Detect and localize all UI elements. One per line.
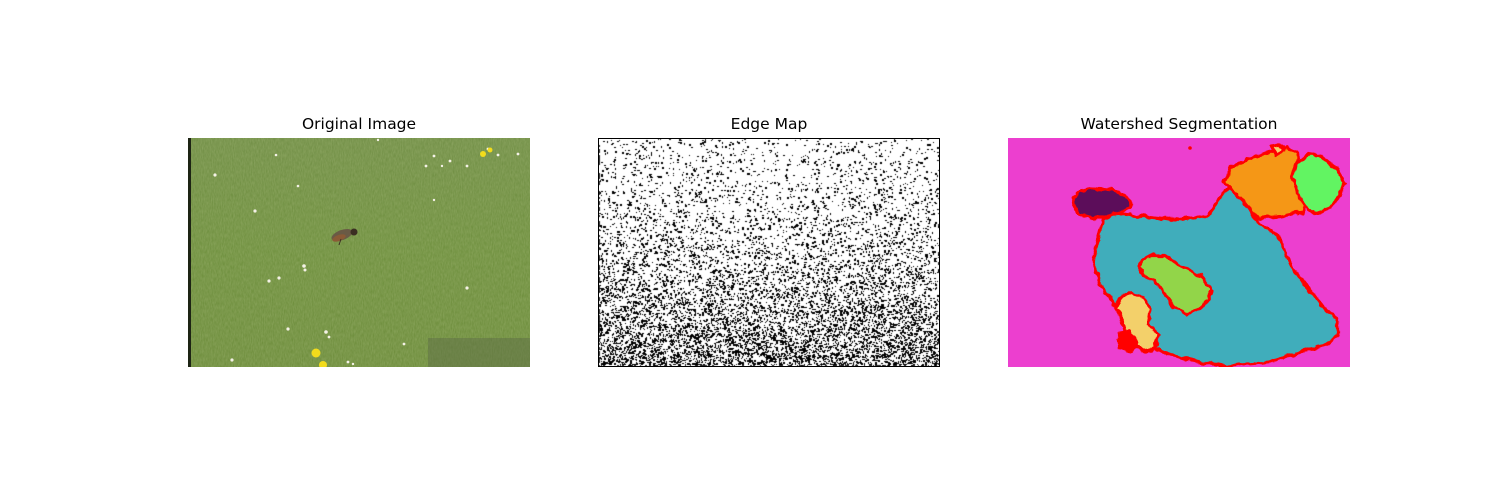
segment-green	[1290, 152, 1346, 216]
segment-purple	[1070, 186, 1134, 220]
segment-lime	[1136, 254, 1214, 316]
original-image-title: Original Image	[301, 115, 417, 133]
dark-edge	[188, 138, 191, 367]
flowers	[213, 138, 520, 366]
segment-dot	[1188, 146, 1192, 150]
watershed-panel: Watershed Segmentation	[1008, 115, 1350, 367]
original-image-panel: Original Image	[188, 115, 530, 367]
yellow-flowers	[311, 147, 493, 367]
bird	[331, 228, 358, 246]
watershed-segmentation	[1008, 138, 1350, 367]
original-image	[188, 138, 530, 367]
edge-map-title: Edge Map	[730, 115, 808, 133]
watershed-title: Watershed Segmentation	[1080, 115, 1278, 133]
edge-map	[598, 138, 940, 367]
segment-yellow	[1114, 290, 1160, 354]
edge-map-border	[598, 138, 940, 367]
segment-speck	[1270, 142, 1286, 156]
segment-red-small	[1116, 330, 1140, 354]
edge-map-panel: Edge Map	[598, 115, 940, 367]
